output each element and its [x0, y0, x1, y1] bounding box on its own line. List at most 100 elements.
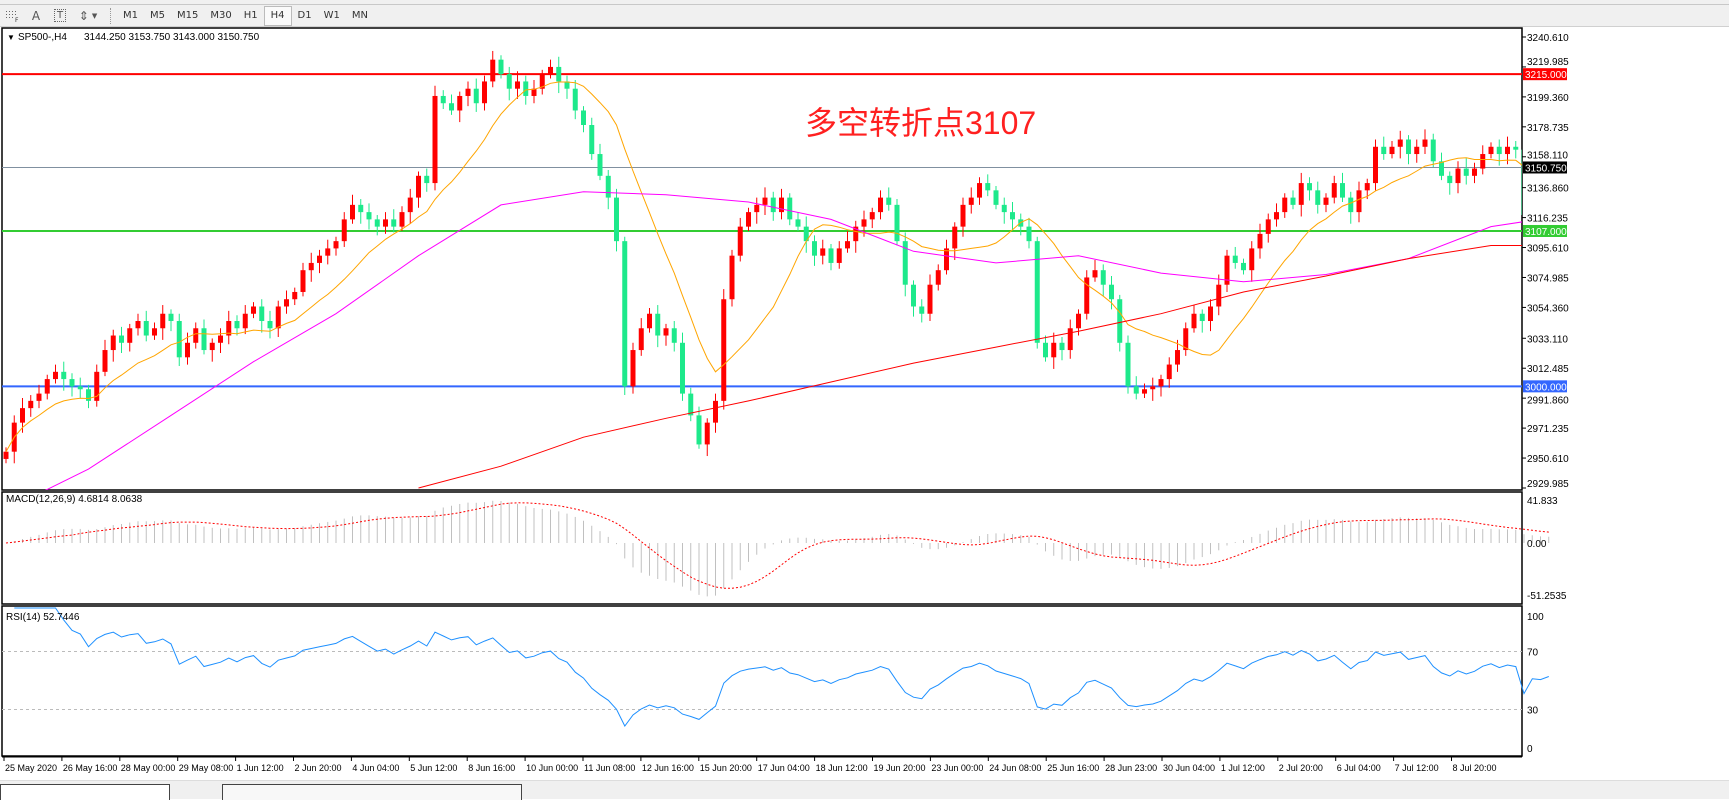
candle — [721, 289, 727, 410]
candle — [350, 194, 355, 224]
candle — [1463, 158, 1469, 185]
candle-body — [473, 88, 479, 104]
x-tick-label: 29 May 08:00 — [179, 763, 234, 773]
x-tick-label: 1 Jun 12:00 — [237, 763, 284, 773]
text-a-icon[interactable]: A — [31, 8, 41, 23]
candle-body — [515, 81, 520, 89]
x-tick-label: 2 Jun 20:00 — [295, 763, 342, 773]
candle-body — [3, 451, 9, 459]
candle-body — [977, 183, 982, 198]
candle — [1315, 181, 1321, 214]
candle-body — [209, 342, 215, 351]
timeframe-d1[interactable]: D1 — [297, 10, 312, 21]
candle-body — [820, 248, 826, 256]
candle-body — [325, 248, 331, 256]
candle-body — [1199, 313, 1205, 322]
timeframe-mn[interactable]: MN — [351, 10, 368, 21]
ma-red-line — [418, 245, 1522, 489]
candle-body — [1092, 270, 1098, 278]
candle — [985, 174, 991, 197]
candle-body — [218, 335, 223, 343]
chart-tab[interactable] — [0, 784, 170, 800]
candle-body — [383, 219, 388, 227]
candle-body — [251, 306, 256, 314]
candle-body — [1406, 139, 1411, 155]
candle-body — [1315, 190, 1321, 205]
timeframe-h4[interactable]: H4 — [263, 5, 292, 26]
candle-body — [1331, 183, 1337, 198]
x-tick-label: 4 Jun 04:00 — [352, 763, 399, 773]
candle-body — [1455, 168, 1461, 184]
level-tag — [1523, 161, 1567, 174]
candle — [1265, 213, 1271, 243]
candle-body — [836, 248, 842, 263]
y-tick-label: 3178.735 — [1527, 123, 1569, 134]
candle — [680, 332, 685, 401]
candle-body — [779, 197, 784, 213]
candle — [168, 309, 174, 332]
timeframe-m15[interactable]: M15 — [177, 10, 199, 21]
candle-body — [886, 197, 892, 205]
candle — [127, 323, 133, 352]
candle-body — [1183, 328, 1189, 351]
candle — [1389, 140, 1395, 159]
candle-body — [944, 248, 949, 271]
candle — [36, 384, 42, 409]
arrows-dropdown-icon[interactable]: ⇕ ▼ — [78, 8, 98, 23]
candle — [647, 307, 652, 333]
candle — [828, 244, 834, 271]
grid-f-icon[interactable]: F — [0, 6, 24, 26]
candle-body — [44, 379, 50, 394]
candle-body — [663, 328, 669, 336]
x-tick-label: 19 Jun 20:00 — [874, 763, 926, 773]
y-tick-label: 2991.860 — [1527, 395, 1569, 406]
candle-body — [61, 371, 67, 380]
timeframe-m30[interactable]: M30 — [210, 10, 232, 21]
svg-text:F: F — [15, 17, 19, 23]
candle — [1472, 162, 1477, 184]
timeframe-m5[interactable]: M5 — [150, 10, 165, 21]
candle — [737, 217, 743, 262]
timeframe-h1[interactable]: H1 — [243, 10, 258, 21]
candle-body — [399, 212, 405, 227]
candle — [53, 364, 58, 384]
candle — [69, 373, 75, 397]
level-tag — [1523, 224, 1567, 237]
candle-body — [803, 226, 809, 242]
candle — [1331, 175, 1337, 204]
chart-tab[interactable] — [222, 784, 522, 800]
candle-body — [94, 371, 100, 401]
text-label-icon[interactable]: T — [48, 6, 72, 26]
candle — [960, 197, 966, 237]
timeframe-w1[interactable]: W1 — [323, 10, 340, 21]
y-tick-label: 3116.235 — [1527, 214, 1568, 225]
candle — [729, 249, 735, 307]
candle-body — [185, 342, 190, 358]
candle-body — [160, 313, 166, 329]
candle-body — [1364, 183, 1370, 191]
candle — [902, 232, 908, 297]
candle — [845, 230, 850, 253]
candle — [762, 187, 768, 216]
candle — [1142, 383, 1147, 398]
candle-body — [729, 255, 735, 300]
level-tag-label: 3150.750 — [1525, 163, 1567, 174]
y-tick-label: 3012.485 — [1527, 364, 1569, 375]
candle — [341, 212, 347, 247]
chart-canvas[interactable]: 3240.610 3219.985 3199.360 3178.735 3158.110… — [0, 0, 1729, 780]
x-tick-label: 24 Jun 08:00 — [989, 763, 1041, 773]
candle — [358, 199, 364, 224]
candle — [300, 262, 306, 297]
candle-body — [341, 219, 347, 242]
candle — [572, 79, 578, 120]
candle-body — [36, 393, 42, 401]
candle — [193, 322, 199, 349]
timeframe-m1[interactable]: M1 — [123, 10, 138, 21]
candle — [110, 329, 116, 362]
candle-body — [548, 66, 553, 75]
ma-orange-line — [5, 81, 1522, 452]
level-tag — [1523, 68, 1567, 81]
candle — [399, 206, 405, 231]
candle-body — [630, 350, 636, 387]
macd-tick-label: 41.833 — [1527, 496, 1558, 507]
